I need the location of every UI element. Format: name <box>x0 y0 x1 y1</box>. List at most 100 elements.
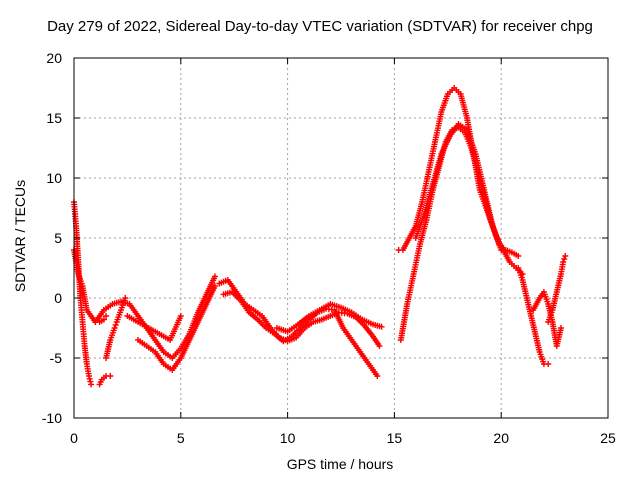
data-point-fill <box>273 332 285 343</box>
data-point-fill <box>439 93 450 113</box>
data-point-fill <box>318 302 332 312</box>
data-points <box>71 85 569 388</box>
data-point-fill <box>286 322 300 334</box>
data-point-fill <box>341 327 354 341</box>
data-point-fill <box>294 326 306 339</box>
data-point-fill <box>413 213 427 239</box>
x-tick-label: 5 <box>177 430 185 446</box>
data-point-fill <box>520 279 530 299</box>
data-point-fill <box>170 347 183 360</box>
series-track-D <box>103 295 129 361</box>
data-point-fill <box>516 267 525 281</box>
series-track-N <box>515 265 552 367</box>
series-track-E <box>92 273 218 361</box>
data-point-fill <box>417 219 429 245</box>
series-track-A <box>71 199 95 388</box>
data-point-fill <box>501 249 512 263</box>
data-point-fill <box>404 273 417 305</box>
series-track-G <box>124 313 184 343</box>
data-point-fill <box>531 297 542 311</box>
data-point-fill <box>77 297 86 323</box>
data-point-fill <box>76 273 85 287</box>
data-point-fill <box>81 345 90 365</box>
data-point-fill <box>265 326 276 336</box>
data-point-fill <box>256 318 268 330</box>
data-point-fill <box>464 129 478 155</box>
data-point-fill <box>361 317 374 327</box>
data-point-fill <box>398 303 410 341</box>
data-point-fill <box>504 247 513 255</box>
data-point-fill <box>126 314 139 324</box>
data-point-fill <box>168 315 183 341</box>
data-point-fill <box>170 357 183 371</box>
data-point-fill <box>147 326 161 336</box>
data-point-fill <box>528 315 538 335</box>
data-point-fill <box>179 333 192 350</box>
series-track-J <box>273 301 385 335</box>
data-point-fill <box>145 327 157 341</box>
data-point-fill <box>362 324 375 338</box>
data-point-fill <box>448 123 461 137</box>
data-point-fill <box>554 327 564 347</box>
data-point-fill <box>413 201 425 227</box>
y-tick-label: 5 <box>54 230 62 246</box>
data-point-fill <box>458 93 470 119</box>
data-point-fill <box>426 141 438 173</box>
data-point-fill <box>111 299 122 307</box>
grid-lines <box>74 58 608 418</box>
data-point-fill <box>204 275 218 296</box>
data-point-fill <box>73 225 82 263</box>
data-point-fill <box>541 291 551 305</box>
series-track-H <box>216 277 383 349</box>
y-tick-label: -5 <box>50 350 63 366</box>
data-point-fill <box>554 273 564 293</box>
data-point-fill <box>195 293 209 314</box>
data-point-fill <box>430 153 444 185</box>
data-point <box>88 381 95 388</box>
data-point-fill <box>158 332 171 342</box>
data-point-fill <box>421 183 436 215</box>
x-tick-label: 15 <box>387 430 403 446</box>
data-point-fill <box>320 313 332 322</box>
data-point-fill <box>112 322 119 328</box>
data-point-fill <box>204 285 218 305</box>
data-point-fill <box>153 351 166 365</box>
data-point-fill <box>511 250 520 258</box>
data-point-fill <box>561 256 568 262</box>
series-track-C <box>96 373 114 388</box>
data-point-fill <box>340 305 353 315</box>
axis-ticks: 0 5 10 15 20 25 -10 -5 0 5 10 15 20 <box>42 50 616 446</box>
x-tick-label: 0 <box>70 430 78 446</box>
data-point-fill <box>103 302 114 312</box>
data-point-fill <box>358 351 371 365</box>
data-point-fill <box>85 309 93 317</box>
data-point-fill <box>457 126 466 134</box>
x-tick-label: 25 <box>600 430 616 446</box>
data-point-fill <box>329 301 342 310</box>
data-point-fill <box>350 310 364 322</box>
data-point-fill <box>453 87 462 95</box>
data-point-fill <box>187 321 200 341</box>
data-point-fill <box>218 277 229 286</box>
data-point-fill <box>524 297 534 317</box>
data-point-fill <box>537 351 547 365</box>
data-point-fill <box>282 334 293 343</box>
data-point-fill <box>546 309 555 323</box>
data-point-fill <box>71 201 79 227</box>
y-tick-label: 10 <box>46 170 62 186</box>
data-point-fill <box>162 350 174 360</box>
data-point-fill <box>103 339 113 359</box>
data-point-fill <box>325 306 335 313</box>
data-point-fill <box>407 225 418 239</box>
data-point-fill <box>137 338 148 348</box>
data-point-fill <box>98 317 105 324</box>
y-tick-label: 20 <box>46 50 62 66</box>
data-point-fill <box>100 374 107 381</box>
data-point-fill <box>222 289 233 297</box>
data-point-fill <box>79 285 90 311</box>
y-tick-label: -10 <box>42 410 62 426</box>
data-point-fill <box>290 326 302 338</box>
data-point-fill <box>419 171 432 203</box>
y-tick-label: 15 <box>46 110 62 126</box>
data-point-fill <box>114 309 124 323</box>
